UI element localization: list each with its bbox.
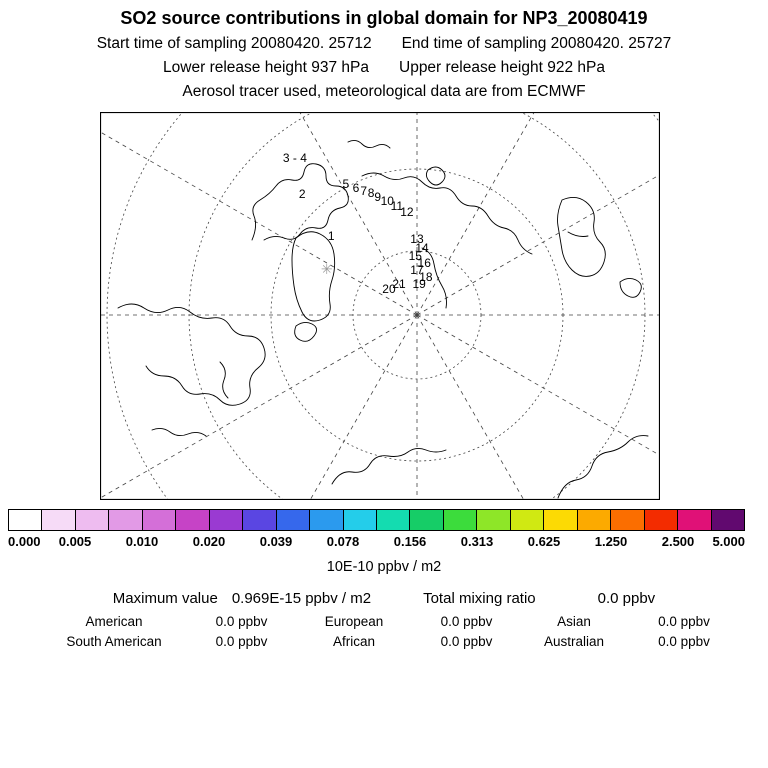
- colorbar-cell: [577, 510, 612, 530]
- trajectory-point-label: 20: [382, 281, 396, 296]
- trajectory-point-label: 18: [419, 269, 433, 284]
- colorbar-cell: [142, 510, 177, 530]
- trajectory-point-label: 11: [390, 198, 404, 213]
- colorbar-tick-label: 0.156: [393, 534, 427, 549]
- max-value-text: 0.969E-15 ppbv / m2: [231, 590, 372, 607]
- max-value-label: Maximum value: [112, 590, 218, 607]
- colorbar-tick-label: 0.625: [527, 534, 561, 549]
- colorbar-cell: [209, 510, 244, 530]
- trajectory-point-label: 17: [410, 262, 424, 277]
- colorbar-tick-label: 0.005: [58, 534, 92, 549]
- end-time-text: End time of sampling 20080420. 25727: [401, 35, 672, 52]
- colorbar-cell: [276, 510, 311, 530]
- trajectory-point-label: 1: [327, 229, 335, 244]
- colorbar-tick-label: 0.313: [460, 534, 494, 549]
- region-name: Asian: [557, 614, 591, 629]
- region-value: 0.0 ppbv: [658, 634, 710, 649]
- colorbar-tick-label: 0.039: [259, 534, 293, 549]
- tracer-info-line: Aerosol tracer used, meteorological data…: [0, 83, 768, 101]
- region-value: 0.0 ppbv: [440, 614, 493, 629]
- trajectory-point-label: 19: [412, 276, 426, 291]
- colorbar-cells: [8, 509, 745, 531]
- region-name: American: [85, 614, 143, 629]
- trajectory-point-label: 14: [415, 241, 429, 256]
- trajectory-point-label: 8: [367, 186, 375, 201]
- colorbar-cell: [42, 510, 76, 530]
- region-name: African: [332, 634, 376, 649]
- upper-release-text: Upper release height 922 hPa: [399, 59, 605, 76]
- trajectory-point-label: 15: [408, 248, 422, 263]
- trajectory-point-label: 21: [392, 276, 406, 291]
- colorbar-cell: [510, 510, 545, 530]
- colorbar-tick-label: 0.010: [125, 534, 159, 549]
- colorbar-cell: [711, 510, 744, 530]
- region-value: 0.0 ppbv: [215, 614, 268, 629]
- release-point-marker: ✳: [320, 261, 333, 278]
- page-title: SO2 source contributions in global domai…: [120, 8, 648, 28]
- colorbar-tick-label: 2.500: [661, 534, 695, 549]
- colorbar-cell: [644, 510, 679, 530]
- trajectory-point-label: 2: [298, 186, 306, 201]
- trajectory-point-label: 13: [410, 231, 424, 246]
- colorbar-cell: [477, 510, 511, 530]
- polar-map-svg: [100, 112, 660, 500]
- trajectory-point-label: 10: [380, 193, 394, 208]
- polar-map: 3 - 4 2 1 5 6 7 8 9 10 11 12 13 14 15 16 17 18 19 20 21 ✳: [100, 112, 660, 500]
- colorbar-cell: [75, 510, 110, 530]
- trajectory-point-label: 6: [352, 181, 360, 196]
- region-value: 0.0 ppbv: [658, 614, 710, 629]
- start-time-text: Start time of sampling 20080420. 25712: [96, 35, 372, 52]
- colorbar-ticks: 0.000 0.005 0.010 0.020 0.039 0.078 0.156 0.313…: [8, 534, 745, 550]
- trajectory-point-label: 9: [374, 189, 382, 204]
- stats-line: Maximum value 0.969E-15 ppbv / m2 Total …: [0, 590, 768, 607]
- total-mixing-ratio-label: Total mixing ratio: [423, 590, 536, 607]
- region-value: 0.0 ppbv: [440, 634, 493, 649]
- colorbar-cell: [310, 510, 344, 530]
- lower-release-text: Lower release height 937 hPa: [163, 59, 369, 76]
- colorbar-tick-label: 0.020: [192, 534, 226, 549]
- trajectory-point-label: 16: [417, 255, 431, 270]
- colorbar-tick-label: 5.000: [712, 534, 745, 549]
- colorbar-cell: [443, 510, 478, 530]
- total-mixing-ratio-value: 0.0 ppbv: [597, 590, 656, 607]
- colorbar-units-label: 10E-10 ppbv / m2: [326, 559, 442, 575]
- colorbar-cell: [410, 510, 444, 530]
- region-table: American 0.0 ppbv European 0.0 ppbv Asian 0.0…: [34, 614, 734, 649]
- region-name: European: [324, 614, 384, 629]
- trajectory-point-label: 12: [400, 205, 414, 220]
- colorbar: 0.000 0.005 0.010 0.020 0.039 0.078 0.156 0.313…: [8, 509, 745, 550]
- colorbar-cell: [243, 510, 277, 530]
- coastlines: [117, 139, 649, 499]
- colorbar-cell: [176, 510, 210, 530]
- colorbar-tick-label: 1.250: [594, 534, 628, 549]
- colorbar-tick-label: 0.078: [326, 534, 360, 549]
- colorbar-cell: [109, 510, 143, 530]
- tracer-info-text: Aerosol tracer used, meteorological data…: [182, 83, 586, 100]
- graticule-meridians: [100, 112, 660, 500]
- colorbar-cell: [544, 510, 578, 530]
- colorbar-cell: [678, 510, 712, 530]
- trajectory-point-label: 5: [342, 177, 350, 192]
- trajectory-overlay: 3 - 4 2 1 5 6 7 8 9 10 11 12 13 14 15 16 17 18 19 20 21 ✳: [100, 112, 660, 500]
- colorbar-cell: [343, 510, 377, 530]
- colorbar-tick-label: 0.000: [8, 534, 41, 549]
- release-heights-line: Lower release height 937 hPa Upper relea…: [0, 59, 768, 77]
- trajectory-point-label: 3 - 4: [282, 151, 307, 166]
- trajectory-point-label: 7: [360, 184, 368, 199]
- region-value: 0.0 ppbv: [215, 634, 268, 649]
- region-name: Australian: [543, 634, 605, 649]
- colorbar-cell: [611, 510, 645, 530]
- colorbar-cell: [9, 510, 43, 530]
- colorbar-cell: [376, 510, 411, 530]
- map-frame: [100, 112, 660, 500]
- sampling-times-line: Start time of sampling 20080420. 25712 E…: [0, 35, 768, 53]
- region-name: South American: [66, 634, 162, 649]
